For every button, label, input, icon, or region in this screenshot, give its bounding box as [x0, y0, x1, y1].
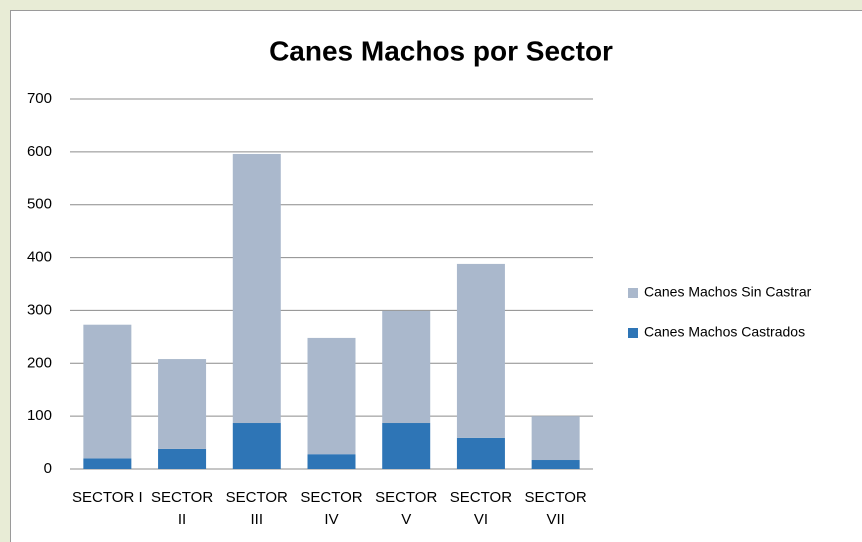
x-tick-label: SECTOR VI: [449, 489, 513, 528]
bar: [531, 416, 580, 461]
y-tick-label: 400: [27, 249, 52, 266]
bar: [307, 454, 356, 469]
y-tick-label: 700: [27, 90, 52, 107]
chart-title: Canes Machos por Sector: [269, 35, 613, 66]
bar: [158, 448, 207, 469]
legend-label: Canes Machos Castrados: [644, 324, 805, 340]
y-tick-label: 200: [27, 354, 52, 371]
y-tick-label: 100: [27, 407, 52, 424]
bar: [158, 359, 207, 449]
bar: [382, 310, 431, 424]
bar: [456, 437, 505, 469]
legend-swatch: [628, 288, 638, 298]
bar: [307, 337, 356, 455]
y-tick-label: 500: [27, 196, 52, 213]
bar: [232, 423, 281, 469]
legend-label: Canes Machos Sin Castrar: [644, 284, 812, 300]
legend-swatch: [628, 328, 638, 338]
y-tick-label: 0: [44, 460, 52, 477]
bar: [531, 460, 580, 469]
bar: [83, 458, 132, 469]
bar: [456, 263, 505, 438]
y-tick-label: 600: [27, 143, 52, 160]
x-tick-label: SECTOR IV: [300, 489, 363, 528]
bar: [232, 153, 281, 424]
x-tick-label: SECTOR V: [375, 489, 438, 528]
y-tick-label: 300: [27, 301, 52, 318]
x-tick-label: SECTOR VII: [524, 489, 587, 528]
bar: [382, 423, 431, 469]
bar: [83, 324, 132, 459]
x-tick-label: SECTOR II: [150, 489, 214, 528]
x-tick-label: SECTOR III: [225, 489, 288, 528]
x-tick-label: SECTOR I: [72, 489, 143, 506]
